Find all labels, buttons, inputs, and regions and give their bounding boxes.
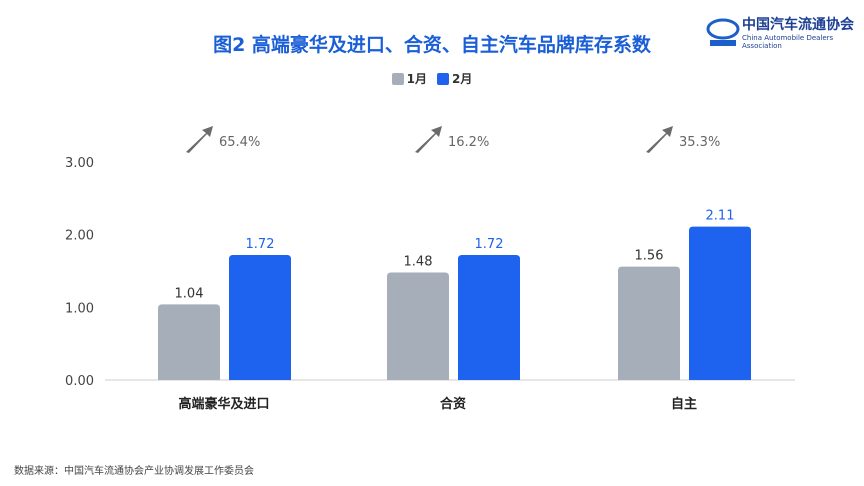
y-tick-label: 0.00	[65, 374, 94, 389]
chart-title: 图2 高端豪华及进口、合资、自主汽车品牌库存系数	[213, 34, 651, 56]
data-label: 1.72	[475, 237, 504, 252]
bar-feb	[689, 226, 751, 380]
y-tick-label: 1.00	[65, 301, 94, 316]
up-arrow-icon	[646, 126, 673, 153]
growth-label: 65.4%	[219, 135, 260, 150]
y-tick-label: 3.00	[65, 156, 94, 171]
data-label: 1.72	[246, 237, 275, 252]
legend: 1月 2月	[0, 70, 864, 87]
x-tick-label: 高端豪华及进口	[178, 396, 269, 412]
source-note: 数据来源：中国汽车流通协会产业协调发展工作委员会	[14, 466, 254, 477]
cada-logo-icon	[706, 18, 740, 46]
bar-jan	[158, 304, 220, 380]
bar-jan	[618, 266, 680, 380]
up-arrow-icon	[186, 126, 213, 153]
logo-en: China Automobile Dealers Association	[742, 34, 834, 50]
logo-cn: 中国汽车流通协会	[742, 17, 854, 33]
bar-feb	[458, 255, 520, 380]
bar-feb	[229, 255, 291, 380]
data-label: 2.11	[706, 209, 735, 224]
growth-label: 16.2%	[448, 135, 489, 150]
x-tick-label: 自主	[671, 396, 697, 412]
legend-label: 1月	[406, 72, 427, 86]
data-label: 1.56	[635, 249, 664, 264]
legend-label: 2月	[452, 72, 473, 86]
growth-label: 35.3%	[679, 135, 720, 150]
y-tick-label: 2.00	[65, 229, 94, 244]
data-label: 1.48	[404, 254, 433, 269]
x-tick-label: 合资	[440, 396, 466, 412]
up-arrow-icon	[415, 126, 442, 153]
logo: 中国汽车流通协会 China Automobile Dealers Associ…	[706, 14, 856, 50]
legend-item-jan: 1月	[391, 70, 427, 87]
bar-jan	[387, 272, 449, 380]
legend-item-feb: 2月	[437, 70, 472, 87]
data-label: 1.04	[175, 286, 204, 301]
